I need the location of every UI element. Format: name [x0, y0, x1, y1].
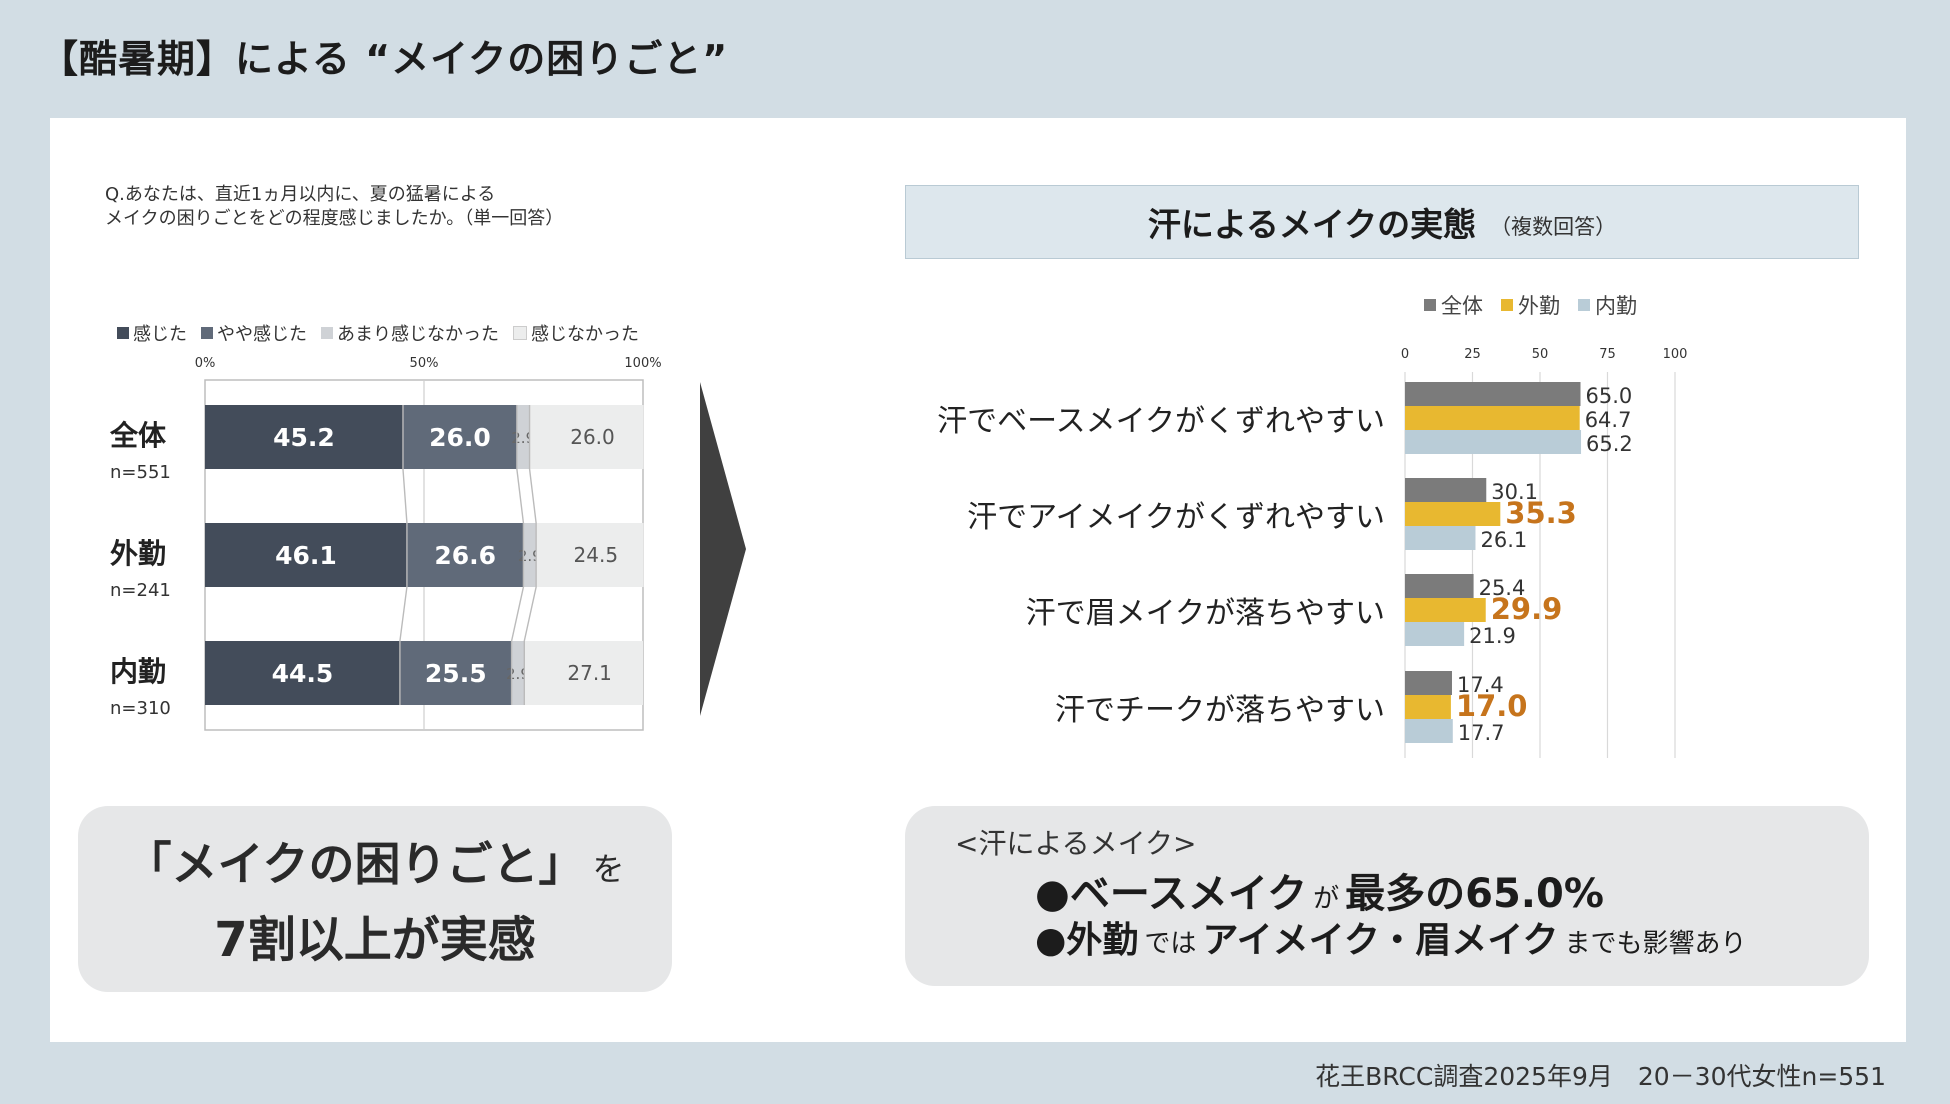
- left-legend: 感じた やや感じた あまり感じなかった 感じなかった: [117, 320, 639, 346]
- stack-category-n: n=551: [110, 462, 171, 483]
- left-axis-tick: 100%: [624, 356, 661, 371]
- summary-right-bullet1: ●ベースメイクが最多の65.0%: [1035, 871, 1604, 917]
- legend-item-total: 全体: [1424, 290, 1483, 320]
- legend-item-somewhat-felt: やや感じた: [201, 320, 307, 346]
- source-note: 花王BRCC調査2025年9月 20－30代女性n=551: [1315, 1062, 1886, 1091]
- stack-data-label: 27.1: [567, 661, 612, 685]
- stack-bar-segment: [406, 523, 524, 587]
- page-title: 【酷暑期】による “メイクの困りごと”: [40, 37, 729, 81]
- stack-category-n: n=241: [110, 580, 171, 601]
- grouped-bar: [1405, 526, 1476, 550]
- stack-bar-segment: [399, 641, 512, 705]
- grouped-category-label: 汗でアイメイクがくずれやすい: [967, 500, 1385, 535]
- grouped-category-label: 汗でチークが落ちやすい: [1055, 693, 1385, 728]
- grouped-data-label: 21.9: [1469, 624, 1516, 648]
- grouped-category-label: 汗で眉メイクが落ちやすい: [1026, 596, 1385, 631]
- stack-category-n: n=310: [110, 698, 171, 719]
- grouped-bar: [1405, 695, 1451, 719]
- grouped-data-label: 17.7: [1458, 721, 1505, 745]
- stack-bar-segment: [529, 405, 644, 469]
- grouped-data-label: 17.4: [1457, 673, 1504, 697]
- grouped-bar: [1405, 406, 1580, 430]
- grouped-data-label: 65.2: [1586, 432, 1633, 456]
- stack-data-label: 26.6: [434, 541, 496, 570]
- stack-bar-segment: [205, 405, 403, 469]
- stack-bar-segment: [524, 641, 643, 705]
- grouped-bar: [1405, 382, 1581, 406]
- legend-item-outside: 外勤: [1501, 290, 1560, 320]
- grouped-bar: [1405, 502, 1501, 526]
- right-axis-tick: 0: [1401, 347, 1409, 362]
- right-axis-tick: 50: [1532, 347, 1549, 362]
- legend-item-not-much: あまり感じなかった: [321, 320, 499, 346]
- right-chart-header: 汗によるメイクの実態 （複数回答）: [905, 185, 1859, 259]
- stack-bar-segment: [536, 523, 644, 587]
- grouped-category-label: 汗でベースメイクがくずれやすい: [937, 404, 1385, 439]
- right-legend: 全体 外勤 内勤: [1424, 290, 1637, 320]
- grouped-bar: [1405, 622, 1465, 646]
- stack-bar-segment: [511, 641, 525, 705]
- right-axis-tick: 100: [1663, 347, 1688, 362]
- summary-right-bullet2: ●外勤 では アイメイク・眉メイク までも影響あり: [1035, 920, 1747, 961]
- stack-category-label: 内勤: [110, 655, 166, 688]
- stack-connector-line: [510, 405, 525, 705]
- survey-question: Q.あなたは、直近1ヵ月以内に、夏の猛暑による メイクの困りごとをどの程度感じま…: [105, 184, 564, 229]
- right-chart-subtitle: （複数回答）: [1490, 215, 1617, 239]
- stack-connector-line: [399, 405, 408, 705]
- stack-category-label: 外勤: [110, 537, 166, 570]
- summary-right-heading: <汗によるメイク>: [955, 827, 1197, 860]
- right-chart-title: 汗によるメイクの実態: [1147, 205, 1477, 244]
- stack-data-label: 46.1: [275, 541, 337, 570]
- stack-data-label: 25.5: [425, 659, 487, 688]
- summary-left-line1: 「メイクの困りごと」を: [125, 837, 625, 891]
- grouped-bar: [1405, 719, 1453, 743]
- summary-left-box: 「メイクの困りごと」を 7割以上が実感: [78, 806, 672, 992]
- grouped-data-label: 29.9: [1491, 592, 1563, 626]
- stack-bar-segment: [516, 405, 530, 469]
- arrow-right-icon: [700, 382, 746, 716]
- legend-item-felt: 感じた: [117, 320, 187, 346]
- stack-bar-segment: [402, 405, 517, 469]
- stack-data-label: 45.2: [273, 423, 335, 452]
- left-axis-tick: 50%: [410, 356, 439, 371]
- stack-category-label: 全体: [109, 419, 167, 452]
- grouped-data-label: 65.0: [1586, 384, 1633, 408]
- grouped-bar: [1405, 574, 1474, 598]
- legend-item-not-felt: 感じなかった: [513, 320, 639, 346]
- grouped-data-label: 25.4: [1479, 576, 1526, 600]
- stack-data-label: 26.0: [570, 425, 615, 449]
- grouped-data-label: 30.1: [1491, 480, 1538, 504]
- stack-bar-segment: [205, 523, 407, 587]
- right-axis-tick: 75: [1599, 347, 1616, 362]
- legend-item-inside: 内勤: [1578, 290, 1637, 320]
- right-axis-tick: 25: [1464, 347, 1481, 362]
- grouped-bar: [1405, 671, 1452, 695]
- stack-bar-segment: [523, 523, 537, 587]
- grouped-data-label: 64.7: [1585, 408, 1632, 432]
- stack-connector-line: [523, 405, 537, 705]
- grouped-bar: [1405, 430, 1582, 454]
- stack-data-label: 26.0: [429, 423, 491, 452]
- left-axis-tick: 0%: [195, 356, 216, 371]
- stack-data-label: 24.5: [574, 543, 619, 567]
- stack-bar-segment: [205, 641, 400, 705]
- grouped-data-label: 17.0: [1456, 689, 1528, 723]
- summary-right-box: <汗によるメイク> ●ベースメイクが最多の65.0% ●外勤 では アイメイク・眉メ…: [905, 806, 1869, 986]
- grouped-data-label: 35.3: [1505, 496, 1577, 530]
- grouped-bar: [1405, 598, 1486, 622]
- grouped-bar: [1405, 478, 1487, 502]
- grouped-data-label: 26.1: [1480, 528, 1527, 552]
- summary-left-line2: 7割以上が実感: [214, 912, 536, 968]
- stack-data-label: 44.5: [272, 659, 334, 688]
